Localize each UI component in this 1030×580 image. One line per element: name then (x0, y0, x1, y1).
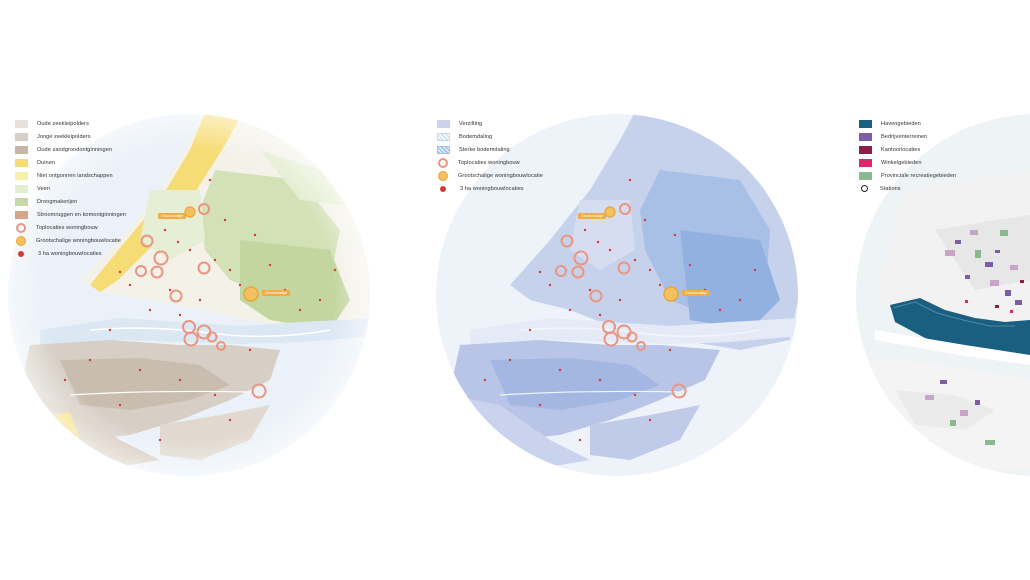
legend-item: Kantoorlocaties (859, 144, 956, 156)
legend-item: 3 ha woningbouwlocaties (15, 248, 126, 260)
legend-item: 3 ha woningbouwlocaties (437, 183, 543, 195)
legend-item: Stations (859, 183, 956, 195)
legend-item: Toplocaties woningbouw (437, 157, 543, 169)
legend-swatch (859, 132, 872, 141)
legend-label: Winkelgebieden (881, 159, 922, 166)
site-label: Grootschalige (158, 213, 187, 219)
legend-swatch (15, 119, 28, 128)
map-panel-economy: Havengebieden Bedrijventerreinen Kantoorlo… (845, 0, 1030, 580)
legend-item: Duinen (15, 157, 126, 169)
legend-label: Bodemdaling (459, 133, 493, 140)
legend-item: Verzilting (437, 118, 543, 130)
legend-swatch (859, 158, 872, 167)
legend-item: Toplocaties woningbouw (15, 222, 126, 234)
legend-item: Havengebieden (859, 118, 956, 130)
site-label: Grootschalige (262, 290, 291, 296)
legend-swatch (15, 197, 28, 206)
legend-item: Oude zeekleipolders (15, 118, 126, 130)
legend-label: Bedrijventerreinen (881, 133, 928, 140)
legend-swatch (438, 157, 448, 168)
map-panel-soil: Grootschalige Grootschalige Verzilting Bo… (420, 0, 800, 580)
legend-swatch (15, 145, 28, 154)
legend-label: Veen (37, 185, 50, 192)
economy-map[interactable] (845, 0, 1030, 580)
legend-item: Bedrijventerreinen (859, 131, 956, 143)
legend-swatch (437, 119, 450, 128)
legend-swatch (859, 119, 872, 128)
legend-label: Droogmakerijen (37, 198, 78, 205)
legend-swatch (16, 222, 26, 233)
legend-swatch (438, 170, 448, 181)
legend-swatch (437, 145, 450, 154)
legend-swatch (861, 185, 868, 193)
legend-item: Grootschalige woningbouwlocatie (437, 170, 543, 182)
legend-swatch (15, 132, 28, 141)
legend-label: Oude zeekleipolders (37, 120, 89, 127)
legend-swatch (859, 171, 872, 180)
legend-swatch (437, 132, 450, 141)
legend-swatch (16, 235, 26, 246)
legend-item: Droogmakerijen (15, 196, 126, 208)
legend-item: Stroomruggen en komontginningen (15, 209, 126, 221)
legend-label: Sterke bodemdaling (459, 146, 510, 153)
legend-item: Grootschalige woningbouwlocatie (15, 235, 126, 247)
legend-item: Sterke bodemdaling (437, 144, 543, 156)
legend-label: Duinen (37, 159, 56, 166)
legend-label: Oude zandgrondontginningen (37, 146, 113, 153)
site-label: Grootschalige (578, 213, 607, 219)
legend-label: Grootschalige woningbouwlocatie (36, 237, 121, 244)
legend-label: Provinciale recreatiegebieden (881, 172, 957, 179)
legend-label: Toplocaties woningbouw (36, 224, 98, 231)
legend-item: Bodemdaling (437, 131, 543, 143)
legend-swatch (15, 158, 28, 167)
legend-item: Veen (15, 183, 126, 195)
legend-economy: Havengebieden Bedrijventerreinen Kantoorlo… (859, 118, 956, 196)
legend-label: Stations (880, 185, 901, 192)
legend-swatch (18, 250, 24, 257)
legend-item: Oude zandgrondontginningen (15, 144, 126, 156)
legend-swatch (15, 184, 28, 193)
legend-swatch (859, 145, 872, 154)
legend-item: Winkelgebieden (859, 157, 956, 169)
legend-label: Kantoorlocaties (881, 146, 921, 153)
legend-landscape: Oude zeekleipolders Jonge zeekleipolders O… (15, 118, 126, 261)
legend-label: Grootschalige woningbouwlocatie (458, 172, 543, 179)
site-label: Grootschalige (682, 290, 711, 296)
legend-label: Jonge zeekleipolders (37, 133, 91, 140)
legend-label: 3 ha woningbouwlocaties (460, 185, 524, 192)
legend-label: Stroomruggen en komontginningen (37, 211, 126, 218)
legend-swatch (15, 171, 28, 180)
legend-item: Niet ontgonnen landschappen (15, 170, 126, 182)
soil-map[interactable] (420, 0, 800, 580)
map-panel-landscape: Grootschalige Grootschalige Oude zeeklei… (0, 0, 380, 580)
legend-swatch (440, 185, 446, 192)
landscape-map[interactable] (0, 0, 380, 580)
legend-label: Havengebieden (881, 120, 921, 127)
legend-soil: Verzilting Bodemdaling Sterke bodemdaling T… (437, 118, 543, 196)
legend-label: 3 ha woningbouwlocaties (38, 250, 102, 257)
legend-label: Toplocaties woningbouw (458, 159, 520, 166)
legend-item: Jonge zeekleipolders (15, 131, 126, 143)
legend-label: Verzilting (459, 120, 483, 127)
legend-swatch (15, 210, 28, 219)
legend-label: Niet ontgonnen landschappen (37, 172, 113, 179)
legend-item: Provinciale recreatiegebieden (859, 170, 956, 182)
